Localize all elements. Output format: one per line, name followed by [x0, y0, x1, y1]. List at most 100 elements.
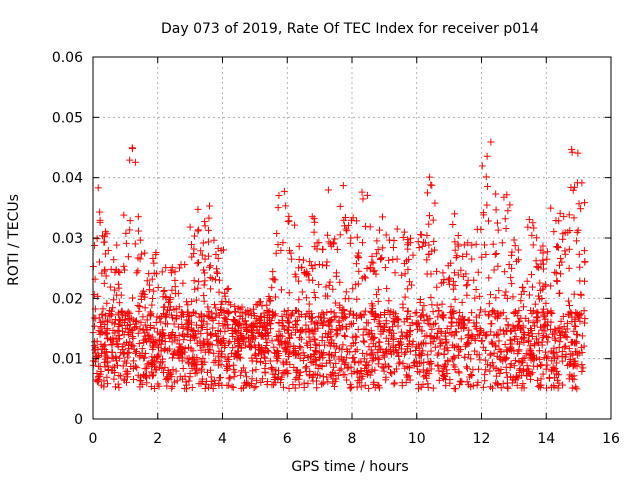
data-point [481, 377, 489, 385]
data-point [450, 269, 458, 277]
data-point [158, 268, 166, 276]
data-point [363, 350, 371, 358]
data-point [390, 380, 398, 388]
data-point [221, 353, 229, 361]
data-point [571, 357, 579, 365]
data-point [497, 347, 505, 355]
data-point [476, 306, 484, 314]
data-point [536, 279, 544, 287]
data-point [426, 314, 434, 322]
data-point [146, 323, 154, 331]
data-point [282, 368, 290, 376]
data-point [279, 383, 287, 391]
data-point [379, 213, 387, 221]
data-point [104, 247, 112, 255]
data-point [129, 332, 137, 340]
data-point [129, 342, 137, 350]
data-point [251, 341, 259, 349]
data-point [530, 362, 538, 370]
data-point [517, 290, 525, 298]
data-point [113, 241, 121, 249]
data-point [332, 359, 340, 367]
data-point [435, 376, 443, 384]
data-point [509, 293, 517, 301]
data-point [272, 249, 280, 257]
data-point [112, 353, 120, 361]
data-point [191, 285, 199, 293]
data-point [535, 292, 543, 300]
data-point [551, 364, 559, 372]
data-point [205, 214, 213, 222]
data-point [266, 325, 274, 333]
data-point [573, 179, 581, 187]
data-point [564, 361, 572, 369]
data-point [504, 207, 512, 215]
data-point [561, 229, 569, 237]
data-point [368, 258, 376, 266]
data-point [348, 370, 356, 378]
data-point [148, 353, 156, 361]
data-point [340, 307, 348, 315]
data-point [515, 321, 523, 329]
data-point [194, 327, 202, 335]
data-point [327, 370, 335, 378]
data-point [486, 351, 494, 359]
data-point [175, 354, 183, 362]
data-point [311, 340, 319, 348]
data-point [229, 332, 237, 340]
data-point [110, 256, 118, 264]
data-point [291, 328, 299, 336]
data-point [197, 380, 205, 388]
data-point [145, 331, 153, 339]
data-point [169, 366, 177, 374]
data-point [343, 345, 351, 353]
data-point [217, 309, 225, 317]
data-point [179, 279, 187, 287]
data-point [275, 331, 283, 339]
data-point [412, 357, 420, 365]
data-point [347, 363, 355, 371]
data-point [124, 308, 132, 316]
data-point [532, 257, 540, 265]
data-point [206, 340, 214, 348]
data-point [427, 293, 435, 301]
data-point [557, 270, 565, 278]
data-point [331, 235, 339, 243]
data-point [249, 336, 257, 344]
data-point [424, 351, 432, 359]
data-point [104, 316, 112, 324]
data-point [257, 358, 265, 366]
data-point [168, 269, 176, 277]
data-point [504, 322, 512, 330]
data-point [93, 235, 101, 243]
data-point [420, 317, 428, 325]
data-point [472, 240, 480, 248]
data-point [547, 383, 555, 391]
data-point [530, 356, 538, 364]
data-point [494, 262, 502, 270]
data-point [518, 371, 526, 379]
data-point [208, 314, 216, 322]
data-point [114, 327, 122, 335]
data-point [450, 354, 458, 362]
data-point [329, 379, 337, 387]
data-point [216, 327, 224, 335]
data-point [101, 341, 109, 349]
data-point [528, 283, 536, 291]
data-point [478, 162, 486, 170]
data-point [493, 331, 501, 339]
data-point [404, 265, 412, 273]
data-point [332, 269, 340, 277]
data-point [388, 323, 396, 331]
data-point [397, 328, 405, 336]
data-point [126, 226, 134, 234]
data-point [555, 217, 563, 225]
data-point [229, 383, 237, 391]
data-point [543, 338, 551, 346]
data-point [324, 292, 332, 300]
data-point [444, 347, 452, 355]
data-point [295, 242, 303, 250]
data-point [374, 297, 382, 305]
data-point [435, 325, 443, 333]
data-point [353, 346, 361, 354]
